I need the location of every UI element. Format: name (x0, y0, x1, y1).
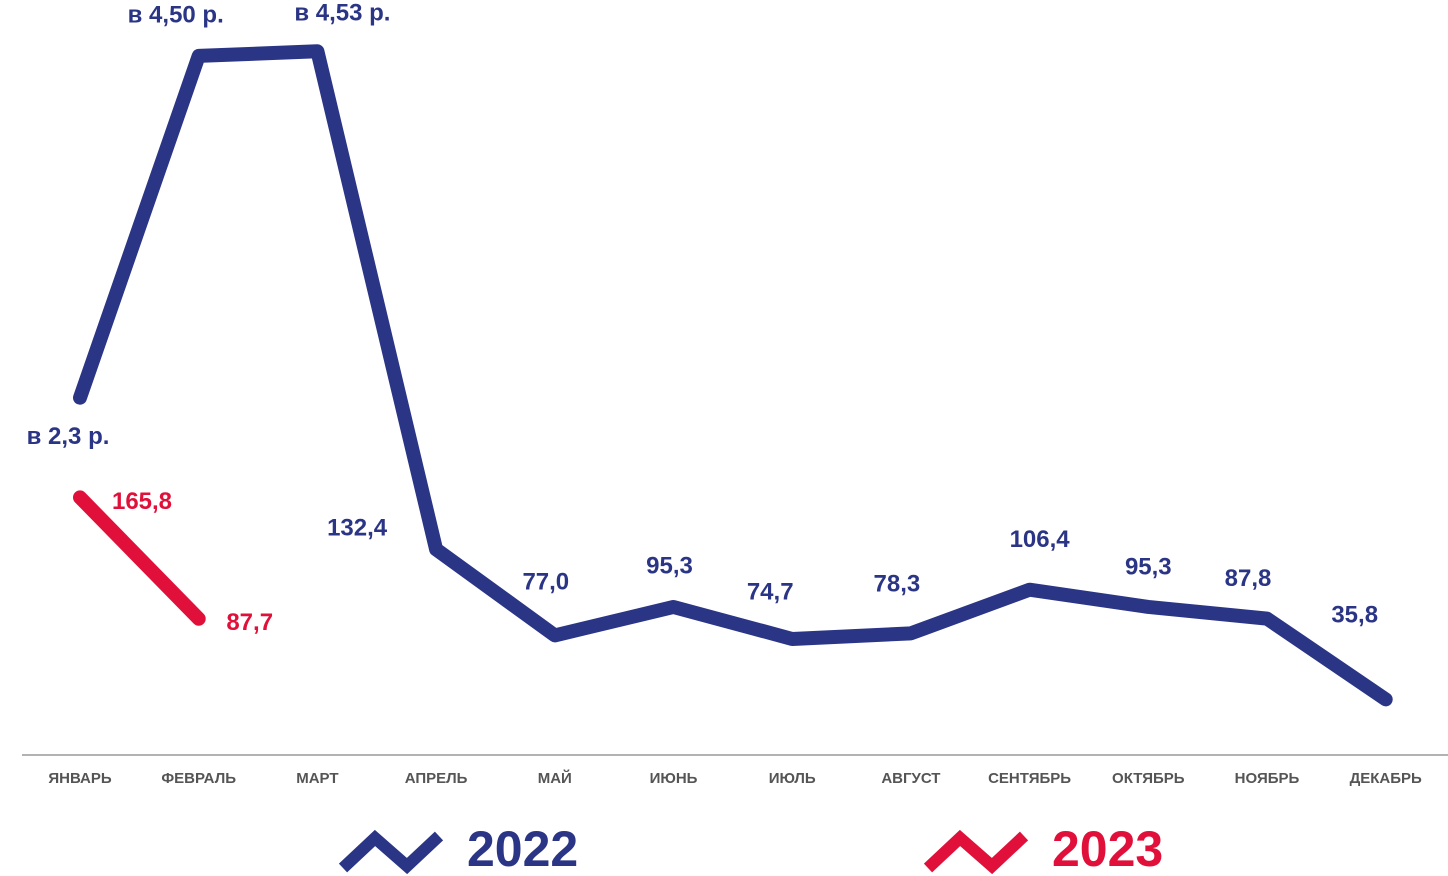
x-tick-label: ИЮНЬ (650, 770, 698, 787)
x-tick-label: ОКТЯБРЬ (1112, 770, 1185, 787)
x-tick-label: АПРЕЛЬ (405, 770, 468, 787)
legend-icon (923, 829, 1029, 875)
data-label: 165,8 (112, 488, 172, 515)
data-label: 78,3 (874, 571, 921, 598)
data-label: 132,4 (327, 515, 388, 542)
legend-icon (338, 829, 444, 875)
x-tick-label: НОЯБРЬ (1235, 770, 1300, 787)
x-tick-label: СЕНТЯБРЬ (988, 770, 1071, 787)
x-tick-label: МАЙ (538, 769, 572, 787)
x-tick-label: ЯНВАРЬ (48, 770, 112, 787)
data-label: 77,0 (522, 569, 569, 596)
series-line (73, 44, 1393, 707)
data-label: в 2,3 р. (27, 423, 110, 450)
legend-label: 2022 (467, 821, 578, 876)
data-label: 106,4 (1010, 526, 1071, 553)
data-label: 87,7 (226, 609, 273, 636)
x-tick-label: МАРТ (296, 770, 338, 787)
x-tick-label: ФЕВРАЛЬ (161, 770, 236, 787)
data-label: 87,8 (1225, 565, 1272, 592)
data-label: в 4,50 р. (128, 1, 224, 28)
x-tick-label: ИЮЛЬ (769, 770, 816, 787)
legend-label: 2023 (1052, 821, 1163, 876)
series-line (73, 490, 206, 626)
x-tick-label: АВГУСТ (881, 770, 940, 787)
data-label: 95,3 (646, 552, 693, 579)
data-label: в 4,53 р. (294, 0, 390, 27)
data-label: 95,3 (1125, 553, 1172, 580)
data-label: 35,8 (1331, 602, 1378, 629)
x-tick-label: ДЕКАБРЬ (1350, 770, 1422, 787)
data-label: 74,7 (747, 578, 794, 605)
